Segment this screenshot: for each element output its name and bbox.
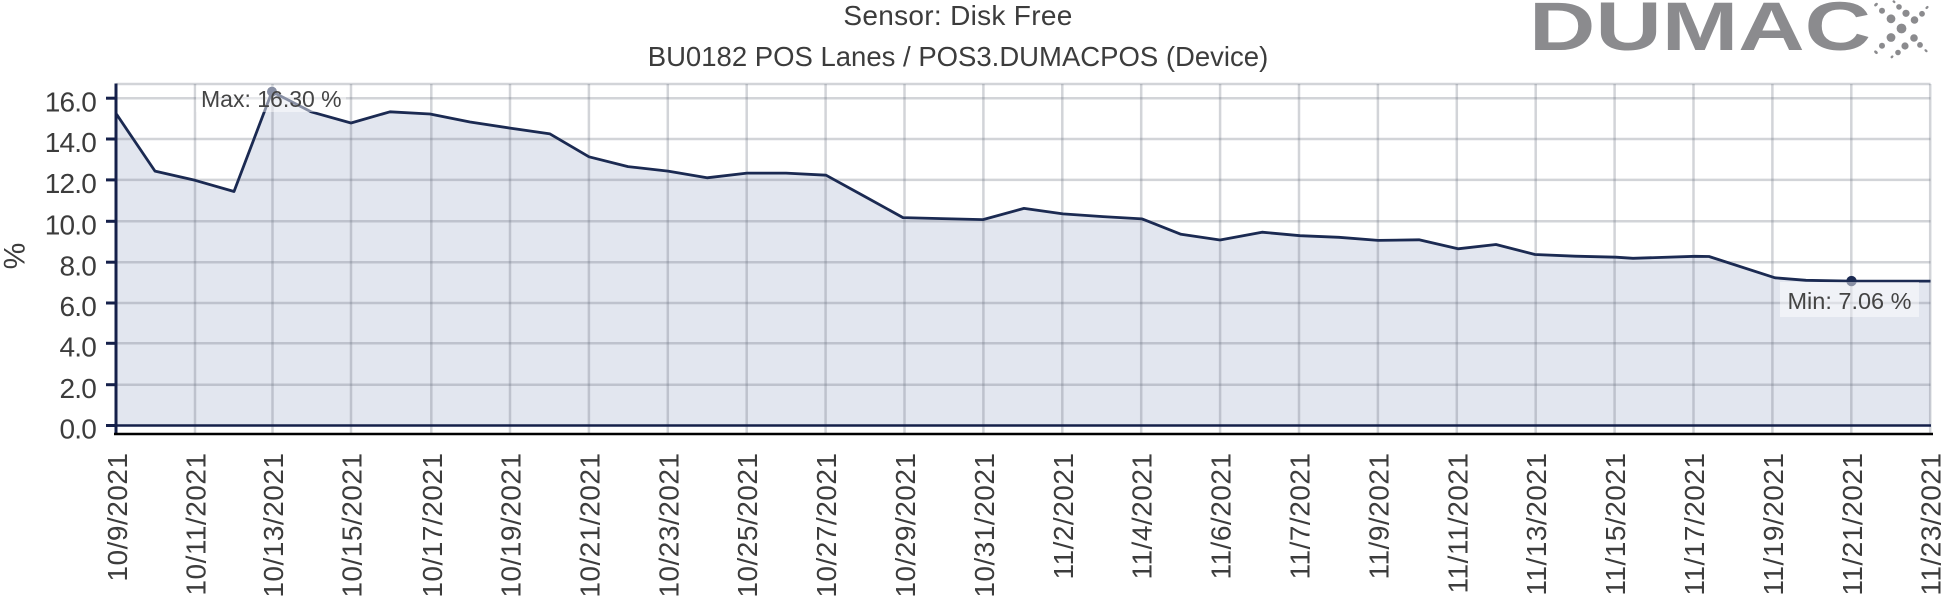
svg-text:10/25/2021: 10/25/2021 [732,453,763,598]
svg-text:Sensor: Disk Free: Sensor: Disk Free [843,0,1072,31]
svg-text:16.0: 16.0 [45,86,97,117]
svg-text:11/9/2021: 11/9/2021 [1363,453,1394,580]
svg-text:11/19/2021: 11/19/2021 [1758,453,1789,596]
svg-text:10/21/2021: 10/21/2021 [574,453,605,598]
svg-text:10/27/2021: 10/27/2021 [811,453,842,598]
svg-text:12.0: 12.0 [45,168,97,199]
svg-text:11/2/2021: 11/2/2021 [1048,453,1079,580]
svg-text:11/21/2021: 11/21/2021 [1837,453,1868,596]
svg-text:10/29/2021: 10/29/2021 [890,453,921,598]
svg-text:Max: 16.30 %: Max: 16.30 % [201,86,342,112]
svg-text:11/17/2021: 11/17/2021 [1679,453,1710,596]
svg-text:2.0: 2.0 [59,373,96,404]
svg-text:8.0: 8.0 [59,250,96,281]
svg-text:10.0: 10.0 [45,210,97,241]
svg-text:10/23/2021: 10/23/2021 [653,453,684,598]
svg-text:11/13/2021: 11/13/2021 [1521,453,1552,596]
svg-text:10/17/2021: 10/17/2021 [417,453,448,598]
svg-text:11/15/2021: 11/15/2021 [1600,453,1631,596]
svg-text:10/11/2021: 10/11/2021 [181,453,212,596]
svg-text:6.0: 6.0 [59,291,96,322]
svg-text:Min: 7.06 %: Min: 7.06 % [1787,288,1911,314]
svg-text:11/7/2021: 11/7/2021 [1285,453,1316,580]
svg-text:10/31/2021: 10/31/2021 [969,453,1000,598]
svg-text:10/13/2021: 10/13/2021 [258,453,289,598]
svg-text:BU0182 POS Lanes / POS3.DUMACP: BU0182 POS Lanes / POS3.DUMACPOS (Device… [648,41,1269,72]
svg-text:10/9/2021: 10/9/2021 [102,453,133,582]
svg-text:10/15/2021: 10/15/2021 [337,453,368,598]
svg-text:14.0: 14.0 [45,127,97,158]
svg-text:10/19/2021: 10/19/2021 [496,453,527,598]
svg-text:4.0: 4.0 [59,332,96,363]
svg-text:11/11/2021: 11/11/2021 [1442,453,1473,594]
svg-text:11/6/2021: 11/6/2021 [1206,453,1237,580]
svg-text:0.0: 0.0 [59,414,96,445]
svg-text:%: % [0,243,32,270]
svg-text:11/23/2021: 11/23/2021 [1916,453,1947,596]
svg-text:11/4/2021: 11/4/2021 [1127,453,1158,580]
svg-text:DUMAC: DUMAC [1529,0,1871,65]
